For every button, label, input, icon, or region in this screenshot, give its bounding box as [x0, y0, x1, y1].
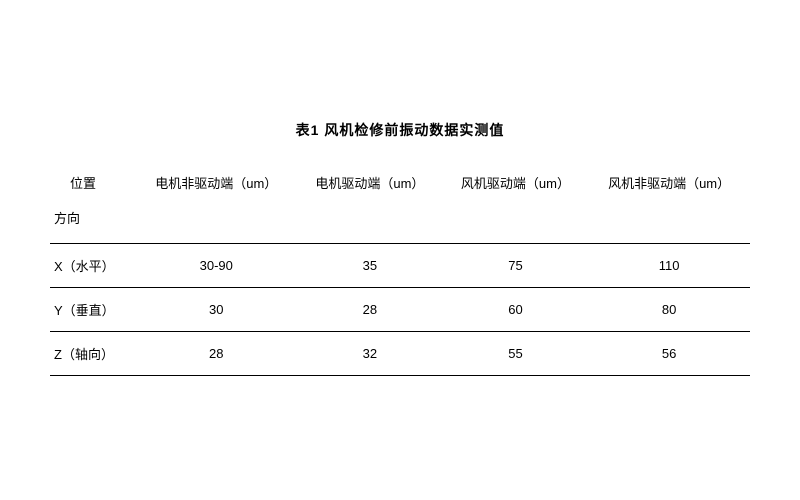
cell-y-2: 60 — [443, 288, 589, 332]
table-row: X（水平） 30-90 35 75 110 — [50, 244, 750, 288]
direction-empty-1 — [297, 200, 443, 244]
cell-x-3: 110 — [588, 244, 750, 288]
table-container: 位置 电机非驱动端（um） 电机驱动端（um） 风机驱动端（um） 风机非驱动端… — [50, 165, 750, 376]
header-row: 位置 电机非驱动端（um） 电机驱动端（um） 风机驱动端（um） 风机非驱动端… — [50, 165, 750, 200]
cell-x-0: 30-90 — [135, 244, 297, 288]
table-row: Z（轴向） 28 32 55 56 — [50, 332, 750, 376]
cell-z-1: 32 — [297, 332, 443, 376]
row-label-y: Y（垂直） — [50, 288, 135, 332]
direction-empty-2 — [443, 200, 589, 244]
direction-empty-3 — [588, 200, 750, 244]
direction-row: 方向 — [50, 200, 750, 244]
direction-label-cell: 方向 — [50, 200, 135, 244]
vibration-data-table: 位置 电机非驱动端（um） 电机驱动端（um） 风机驱动端（um） 风机非驱动端… — [50, 165, 750, 376]
cell-x-1: 35 — [297, 244, 443, 288]
table-body: X（水平） 30-90 35 75 110 Y（垂直） 30 28 60 80 … — [50, 244, 750, 376]
column-header-3: 风机非驱动端（um） — [588, 165, 750, 200]
direction-empty-0 — [135, 200, 297, 244]
cell-y-3: 80 — [588, 288, 750, 332]
table-row: Y（垂直） 30 28 60 80 — [50, 288, 750, 332]
cell-y-1: 28 — [297, 288, 443, 332]
cell-z-2: 55 — [443, 332, 589, 376]
cell-y-0: 30 — [135, 288, 297, 332]
row-label-x: X（水平） — [50, 244, 135, 288]
cell-x-2: 75 — [443, 244, 589, 288]
cell-z-0: 28 — [135, 332, 297, 376]
column-header-0: 电机非驱动端（um） — [135, 165, 297, 200]
table-header: 位置 电机非驱动端（um） 电机驱动端（um） 风机驱动端（um） 风机非驱动端… — [50, 165, 750, 244]
column-header-2: 风机驱动端（um） — [443, 165, 589, 200]
table-caption: 表1 风机检修前振动数据实测值 — [50, 120, 750, 140]
position-header-cell: 位置 — [50, 165, 135, 200]
cell-z-3: 56 — [588, 332, 750, 376]
column-header-1: 电机驱动端（um） — [297, 165, 443, 200]
row-label-z: Z（轴向） — [50, 332, 135, 376]
